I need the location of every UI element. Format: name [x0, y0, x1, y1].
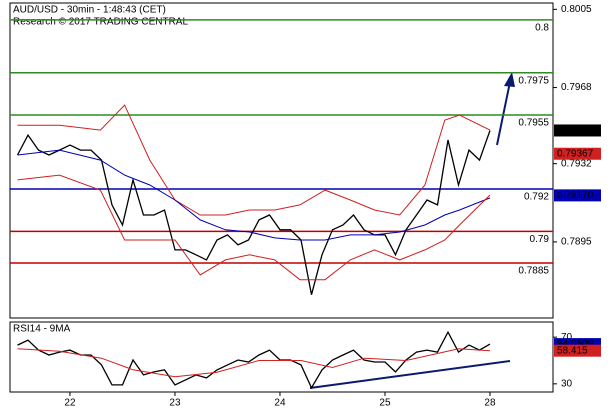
level-label: 0.792	[524, 192, 549, 203]
price-marker	[554, 189, 601, 202]
series-line	[17, 348, 491, 378]
series-line	[17, 104, 491, 216]
trend-arrow	[496, 72, 515, 146]
series-line	[16, 130, 491, 295]
level-label: 0.79	[530, 234, 550, 245]
series-line	[17, 174, 491, 281]
x-tick-label: 22	[64, 398, 76, 409]
y-tick-label: 0.8005	[561, 4, 592, 15]
price-marker-label: 64.0509	[557, 339, 594, 350]
price-marker-label: 0.79477	[557, 125, 594, 136]
chart-subtitle: Research © 2017 TRADING CENTRAL	[13, 17, 188, 28]
x-tick-label: 23	[169, 398, 181, 409]
price-marker-label: 0.79367	[557, 148, 594, 159]
y-tick-label: 0.7932	[561, 158, 592, 169]
level-label: 0.7885	[518, 266, 549, 277]
level-label: 0.7975	[518, 75, 549, 86]
price-marker-label: 58.415	[557, 345, 588, 356]
level-label: 0.7955	[518, 118, 549, 129]
rsi-title: RSI14 - 9MA	[13, 324, 71, 335]
x-tick-label: 25	[379, 398, 391, 409]
x-tick-label: 28	[484, 398, 496, 409]
series-line	[17, 149, 491, 241]
series-line	[17, 330, 491, 390]
y-tick-label: 0.7968	[561, 82, 592, 93]
price-marker	[554, 124, 601, 137]
rsi-trendline	[309, 360, 511, 389]
y-tick-label: 70	[561, 332, 573, 343]
main-frame	[9, 2, 554, 319]
y-tick-label: 30	[561, 378, 573, 389]
x-tick-label: 24	[274, 398, 286, 409]
rsi-frame	[9, 321, 554, 393]
price-marker	[554, 344, 601, 357]
price-marker-label: 0.79170	[557, 190, 594, 201]
level-label: 0.8	[535, 23, 549, 34]
chart-title: AUD/USD - 30min - 1:48:43 (CET)	[13, 5, 166, 16]
y-tick-label: 0.7895	[561, 237, 592, 248]
price-marker	[554, 147, 601, 160]
